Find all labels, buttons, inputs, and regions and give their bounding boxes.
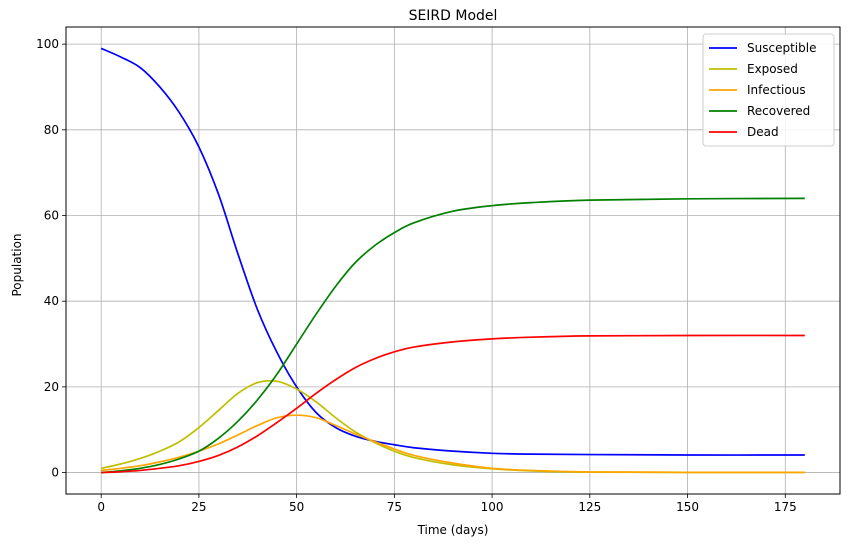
legend-label-dead: Dead	[747, 125, 779, 139]
y-tick-label: 40	[44, 294, 59, 308]
legend-label-exposed: Exposed	[747, 62, 798, 76]
x-tick-label: 175	[774, 500, 797, 514]
legend-label-susceptible: Susceptible	[747, 41, 816, 55]
series-line-susceptible	[100, 47, 805, 456]
legend-box	[702, 33, 835, 147]
y-tick-label: 100	[36, 37, 59, 51]
y-tick-label: 80	[44, 123, 59, 137]
y-tick-label: 0	[51, 466, 59, 480]
x-tick-label: 150	[676, 500, 699, 514]
series-line-infectious	[101, 414, 805, 474]
plot-frame	[65, 26, 841, 495]
legend-label-recovered: Recovered	[747, 104, 810, 118]
x-axis-ticks: 0 25 50 75 100 125 150 175	[97, 494, 797, 514]
x-tick-label: 75	[387, 500, 402, 514]
series-line-dead	[101, 334, 805, 474]
legend: Susceptible Exposed Infectious Recovered Dea…	[702, 33, 835, 147]
y-axis-ticks: 0 20 40 60 80 100	[36, 37, 66, 480]
y-tick-label: 60	[44, 209, 59, 223]
x-tick-label: 125	[578, 500, 601, 514]
y-tick-label: 20	[44, 380, 59, 394]
x-tick-label: 100	[481, 500, 504, 514]
chart-title: SEIRD Model	[409, 8, 498, 24]
x-tick-label: 0	[97, 500, 105, 514]
y-axis-label: Population	[10, 233, 24, 296]
x-tick-label: 25	[191, 500, 206, 514]
series-line-recovered	[101, 197, 805, 474]
series-lines	[100, 47, 805, 474]
x-axis-label: Time (days)	[417, 523, 489, 537]
x-tick-label: 50	[289, 500, 304, 514]
legend-label-infectious: Infectious	[747, 83, 806, 97]
